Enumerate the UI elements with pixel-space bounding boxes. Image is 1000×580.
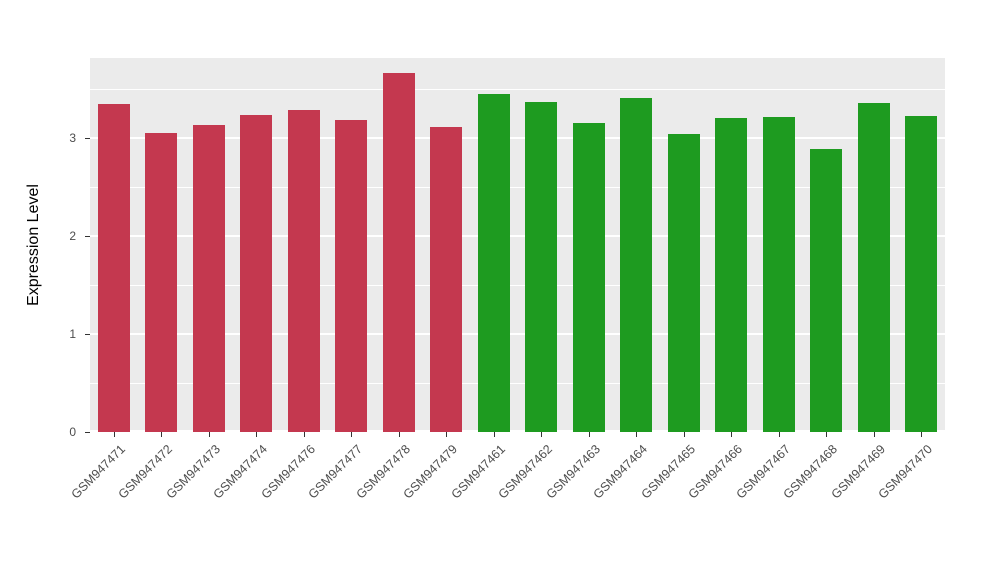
bar [857, 103, 890, 432]
x-axis: GSM947471 GSM947472 GSM947473 GSM947474 GSM9… [68, 432, 945, 580]
bar [382, 72, 415, 432]
bar [572, 122, 605, 432]
y-tick-mark [85, 334, 90, 336]
y-tick-label: 3 [69, 131, 76, 146]
x-tick-mark [826, 432, 828, 437]
x-tick-mark [588, 432, 590, 437]
x-tick-mark [256, 432, 258, 437]
bar [145, 133, 178, 432]
x-tick-mark [636, 432, 638, 437]
gridline-major [90, 333, 945, 336]
x-tick-mark [493, 432, 495, 437]
bar [240, 114, 273, 432]
x-tick-mark [446, 432, 448, 437]
y-tick-label: 1 [69, 327, 76, 342]
bar [525, 102, 558, 432]
gridline-minor [90, 88, 945, 90]
bar [97, 104, 130, 432]
y-tick-mark [85, 432, 90, 433]
bar [287, 109, 320, 432]
plot-panel [90, 58, 945, 432]
bar [762, 116, 795, 432]
gridline-minor [90, 284, 945, 286]
bar [477, 94, 510, 432]
bar [620, 98, 653, 432]
x-tick-mark [351, 432, 353, 437]
y-tick-mark [85, 236, 90, 238]
bar [810, 149, 843, 432]
y-tick-label: 0 [69, 425, 76, 439]
bar [335, 119, 368, 432]
gridline-minor [90, 186, 945, 188]
x-tick-mark [873, 432, 875, 437]
x-tick-mark [778, 432, 780, 437]
gridline-major [90, 137, 945, 140]
y-tick-mark [85, 138, 90, 140]
gridline-major [90, 430, 945, 432]
bar [715, 117, 748, 432]
x-tick-mark [398, 432, 400, 437]
bar [430, 126, 463, 432]
bar [667, 134, 700, 432]
x-tick-mark [113, 432, 115, 437]
x-tick-mark [921, 432, 923, 437]
x-tick-mark [731, 432, 733, 437]
y-tick-label: 2 [69, 229, 76, 244]
x-tick-mark [208, 432, 210, 437]
y-axis: 0 1 2 3 [0, 58, 90, 439]
gridline-major [90, 235, 945, 238]
bar [192, 124, 225, 432]
x-tick-mark [303, 432, 305, 437]
bar [905, 115, 938, 432]
x-tick-mark [541, 432, 543, 437]
x-tick-mark [683, 432, 685, 437]
gridline-minor [90, 382, 945, 384]
x-tick-mark [161, 432, 163, 437]
